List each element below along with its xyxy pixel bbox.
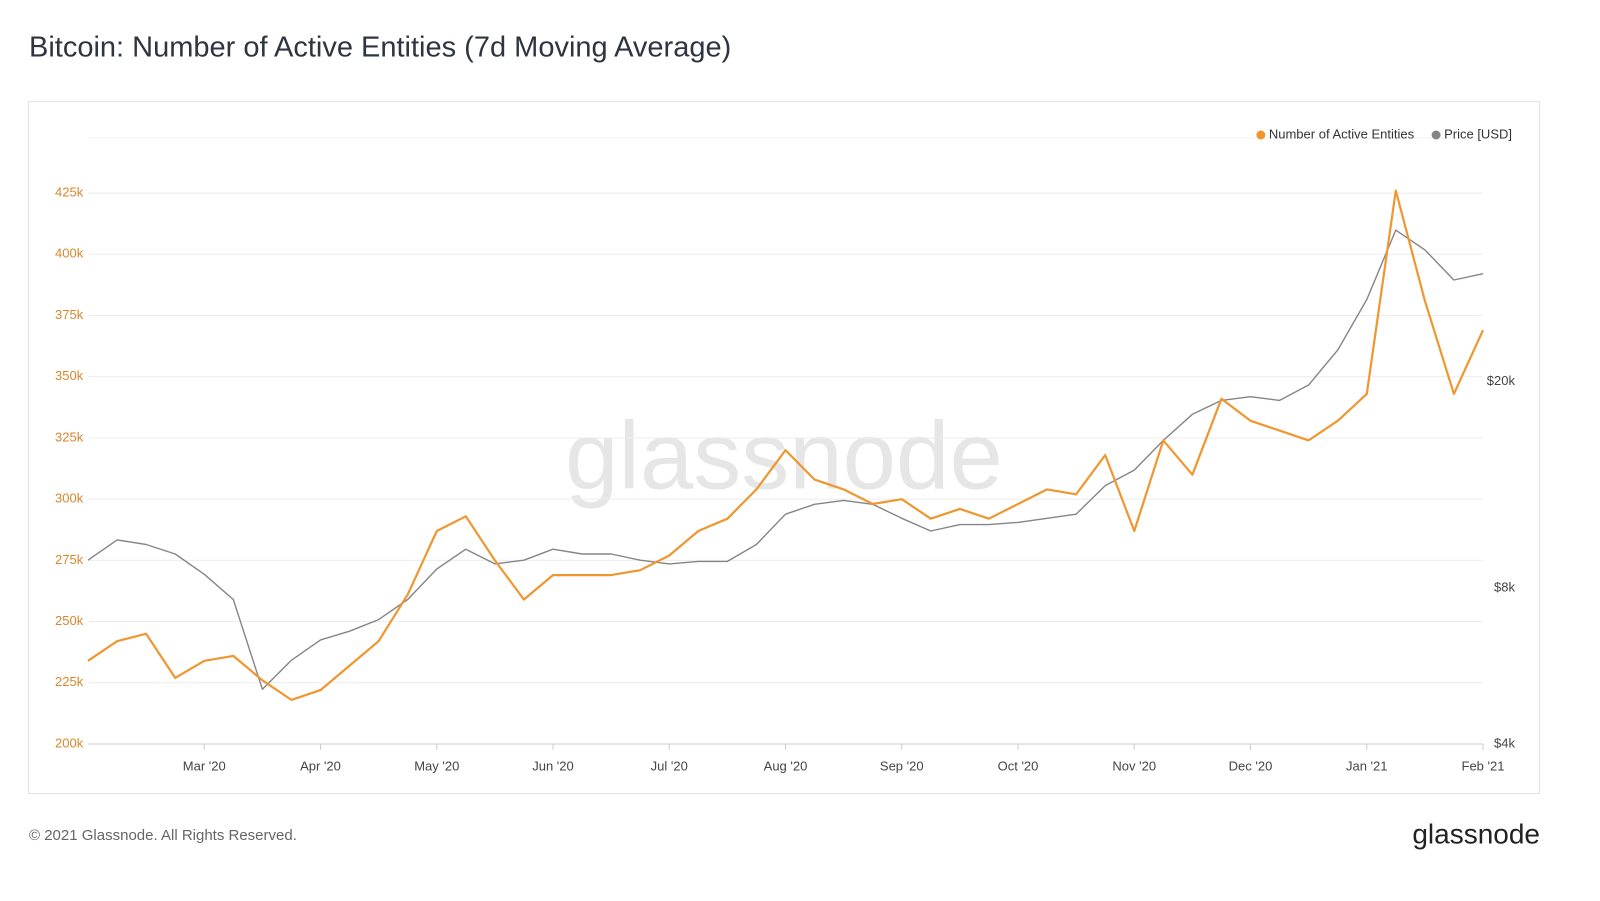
- x-tick-label: Jan '21: [1346, 758, 1388, 773]
- x-tick-label: Jun '20: [532, 758, 574, 773]
- legend-swatch: [1256, 130, 1266, 140]
- y2-tick-label: $4k: [1494, 735, 1515, 750]
- series-line: [87, 229, 1484, 690]
- y2-tick-label: $20k: [1487, 373, 1516, 388]
- plot-frame: [28, 101, 1540, 794]
- x-tick-label: Aug '20: [764, 758, 808, 773]
- y-tick-label: 350k: [55, 368, 84, 383]
- y2-tick-label: $8k: [1494, 579, 1515, 594]
- y-tick-label: 325k: [55, 429, 84, 444]
- x-tick-label: Jul '20: [651, 758, 688, 773]
- watermark: glassnode: [565, 402, 1003, 509]
- y-tick-label: 275k: [55, 552, 84, 567]
- y-tick-label: 425k: [55, 185, 84, 200]
- legend-label: Price [USD]: [1444, 126, 1512, 141]
- x-tick-label: May '20: [414, 758, 459, 773]
- footer: © 2021 Glassnode. All Rights Reserved.: [29, 827, 297, 844]
- y-tick-label: 225k: [55, 674, 84, 689]
- y-tick-label: 250k: [55, 613, 84, 628]
- chart-title: Bitcoin: Number of Active Entities (7d M…: [29, 32, 731, 64]
- y-tick-label: 200k: [55, 735, 84, 750]
- x-tick-label: Oct '20: [998, 758, 1039, 773]
- x-tick-label: Mar '20: [183, 758, 226, 773]
- legend-swatch: [1431, 130, 1441, 140]
- y-tick-label: 400k: [55, 246, 84, 261]
- brand-logo: glassnode: [1412, 818, 1540, 849]
- x-tick-label: Apr '20: [300, 758, 341, 773]
- x-tick-label: Dec '20: [1229, 758, 1273, 773]
- x-tick-label: Sep '20: [880, 758, 924, 773]
- series-lines: [87, 189, 1485, 701]
- x-tick-label: Nov '20: [1112, 758, 1156, 773]
- series-line: [87, 189, 1485, 701]
- y-tick-label: 300k: [55, 491, 84, 506]
- legend-label: Number of Active Entities: [1269, 126, 1415, 141]
- y-tick-label: 375k: [55, 307, 84, 322]
- x-tick-label: Feb '21: [1462, 758, 1505, 773]
